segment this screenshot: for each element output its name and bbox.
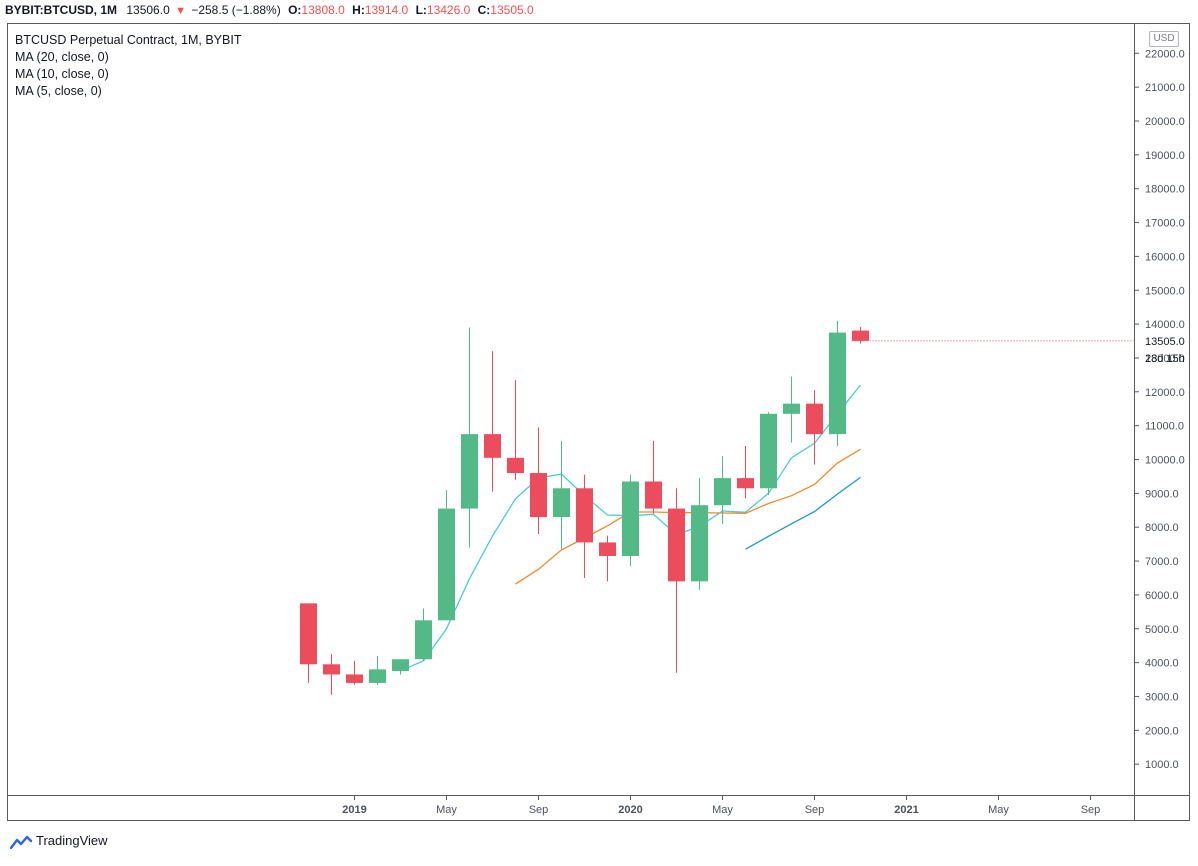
- price-tick-label: 8000.0: [1145, 522, 1179, 534]
- time-tick-label: May: [988, 804, 1009, 816]
- brand-name: TradingView: [36, 833, 108, 848]
- candle-body: [415, 620, 432, 660]
- candle-body: [668, 508, 685, 582]
- price-tick-label: 5000.0: [1145, 624, 1179, 636]
- candle-body: [346, 674, 363, 683]
- price-axis[interactable]: 1000.0 2000.0 3000.0 4000.0 5000.0 6000.0 7000…: [1134, 48, 1185, 771]
- last-price-marker: 13505.0 28d 15h: [851, 336, 1185, 365]
- close-value: 13505.0: [490, 3, 534, 17]
- price-tick-label: 4000.0: [1145, 658, 1179, 670]
- price-tick-label: 19000.0: [1145, 150, 1185, 162]
- open-label: O:: [288, 3, 302, 17]
- chart-legend: BTCUSD Perpetual Contract, 1M, BYBIT MA …: [15, 32, 241, 100]
- ma-line: [515, 448, 861, 585]
- bar-countdown-label: 28d 15h: [1145, 353, 1185, 365]
- symbol-name[interactable]: BYBIT:BTCUSD, 1M: [5, 3, 118, 17]
- price-tick-label: 7000.0: [1145, 556, 1179, 568]
- price-tick-label: 18000.0: [1145, 184, 1185, 196]
- high-value: 13914.0: [364, 3, 409, 17]
- candle-body: [852, 330, 869, 341]
- symbol-header: BYBIT:BTCUSD, 1M 13506.0 ▼ −258.5 (−1.88…: [0, 0, 1198, 22]
- time-tick-label: Sep: [1081, 804, 1101, 816]
- last-price: 13506.0: [126, 3, 170, 17]
- legend-ma5[interactable]: MA (5, close, 0): [15, 84, 102, 98]
- price-tick-label: 17000.0: [1145, 218, 1185, 230]
- high-label: H:: [352, 3, 365, 17]
- candle-body: [737, 478, 754, 489]
- candle-body: [691, 505, 708, 582]
- price-tick-label: 10000.0: [1145, 455, 1185, 467]
- candle-body: [622, 481, 639, 556]
- low-value: 13426.0: [426, 3, 471, 17]
- candle-body: [553, 488, 570, 518]
- candle-body: [530, 473, 547, 518]
- ma-line: [745, 476, 861, 550]
- price-tick-label: 6000.0: [1145, 590, 1179, 602]
- currency-button[interactable]: USD: [1149, 31, 1179, 47]
- price-tick-label: 21000.0: [1145, 82, 1185, 94]
- candle-body: [438, 508, 455, 621]
- time-tick-label: May: [712, 804, 733, 816]
- candle-body: [392, 659, 409, 672]
- candles: [300, 320, 869, 695]
- close-label: C:: [477, 3, 491, 17]
- legend-ma10[interactable]: MA (10, close, 0): [15, 67, 109, 81]
- price-tick-label: 14000.0: [1145, 319, 1185, 331]
- time-tick-label: Sep: [805, 804, 825, 816]
- price-tick-label: 11000.0: [1145, 421, 1184, 433]
- candle-body: [369, 669, 386, 683]
- price-tick-label: 1000.0: [1145, 759, 1179, 771]
- candle-body: [484, 434, 501, 458]
- candle-body: [507, 457, 524, 474]
- time-tick-label: Sep: [529, 804, 549, 816]
- price-tick-label: 12000.0: [1145, 387, 1185, 399]
- low-label: L:: [415, 3, 427, 17]
- legend-title[interactable]: BTCUSD Perpetual Contract, 1M, BYBIT: [15, 33, 242, 47]
- candle-body: [300, 603, 317, 665]
- price-tick-label: 9000.0: [1145, 488, 1179, 500]
- price-tick-label: 13000.0: [1145, 353, 1185, 365]
- price-tick-label: 2000.0: [1145, 725, 1179, 737]
- time-tick-label: 2019: [342, 804, 366, 816]
- tradingview-logo[interactable]: TradingView: [10, 831, 108, 851]
- candle-body: [576, 488, 593, 543]
- legend-ma20[interactable]: MA (20, close, 0): [15, 50, 109, 64]
- price-tick-label: 15000.0: [1145, 285, 1185, 297]
- time-tick-label: 2020: [618, 804, 642, 816]
- price-tick-label: 22000.0: [1145, 48, 1185, 60]
- candle-body: [806, 403, 823, 435]
- candle-body: [829, 332, 846, 435]
- candle-body: [783, 403, 800, 414]
- price-tick-label: 20000.0: [1145, 116, 1185, 128]
- down-arrow-icon: ▼: [175, 5, 186, 17]
- chart-pane[interactable]: [7, 23, 1190, 821]
- price-tick-label: 16000.0: [1145, 251, 1185, 263]
- time-axis[interactable]: 2019 May Sep 2020 May Sep 2021 May Sep: [342, 795, 1100, 816]
- candle-body: [461, 434, 478, 509]
- price-tick-label: 3000.0: [1145, 691, 1179, 703]
- candle-body: [760, 413, 777, 489]
- candle-body: [645, 481, 662, 509]
- candle-body: [714, 478, 731, 506]
- candle-body: [599, 542, 616, 556]
- candle-body: [323, 664, 340, 675]
- last-price-label: 13505.0: [1145, 336, 1185, 348]
- time-tick-label: May: [436, 804, 457, 816]
- tradingview-icon: [10, 835, 32, 849]
- time-tick-label: 2021: [894, 804, 918, 816]
- price-change: −258.5 (−1.88%): [191, 3, 281, 17]
- open-value: 13808.0: [301, 3, 345, 17]
